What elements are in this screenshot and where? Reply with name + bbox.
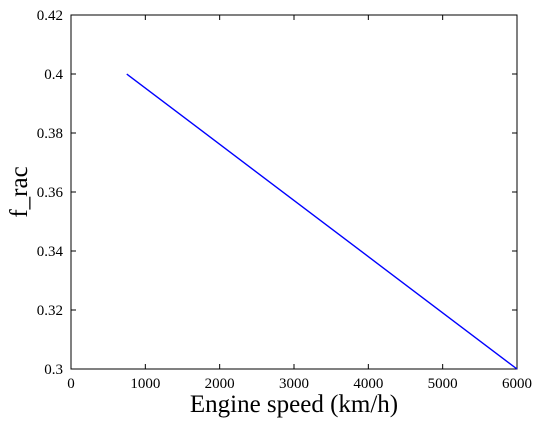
x-tick-label: 5000: [428, 376, 458, 392]
plot-frame: [70, 14, 518, 370]
y-tick-label: 0.38: [37, 126, 63, 142]
x-tick-label: 0: [67, 376, 75, 392]
y-tick-labels: 0.3 0.32 0.34 0.36 0.38 0.4 0.42: [37, 8, 64, 378]
x-tick-label: 4000: [353, 376, 383, 392]
axis-ticks: [70, 14, 518, 370]
y-axis-label: f_rac: [6, 166, 33, 217]
plot-area: [70, 14, 518, 370]
x-tick-label: 6000: [502, 376, 532, 392]
series-line: [126, 73, 518, 370]
x-tick-labels: 0 1000 2000 3000 4000 5000 6000: [67, 376, 532, 392]
y-tick-label: 0.4: [44, 67, 63, 83]
x-tick-label: 1000: [130, 376, 160, 392]
x-tick-label: 3000: [279, 376, 309, 392]
y-tick-label: 0.3: [44, 362, 63, 378]
y-tick-label: 0.42: [37, 8, 63, 24]
x-tick-label: 2000: [205, 376, 235, 392]
y-tick-label: 0.32: [37, 303, 63, 319]
y-tick-label: 0.34: [37, 244, 64, 260]
x-axis-label: Engine speed (km/h): [190, 391, 398, 418]
y-tick-label: 0.36: [37, 185, 64, 201]
series-layer: [126, 73, 518, 370]
